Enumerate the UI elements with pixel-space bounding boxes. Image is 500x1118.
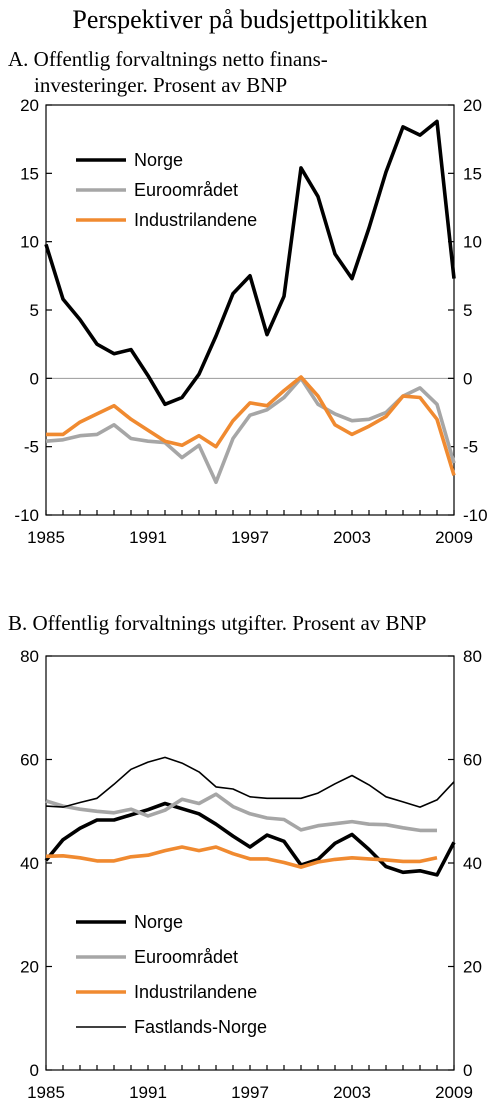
a-ytick-label-right: 20	[463, 96, 482, 115]
a-ytick-label-right: 10	[463, 233, 482, 252]
panel-a: A. Offentlig forvaltnings netto finans- …	[8, 47, 488, 547]
b-legend-label: Industrilandene	[134, 982, 257, 1002]
b-legend-label: Norge	[134, 912, 183, 932]
b-series-line-1	[44, 801, 456, 877]
b-ytick-label-left: 0	[30, 1061, 39, 1080]
a-ytick-label-right: 15	[463, 164, 482, 183]
b-ytick-label-right: 20	[463, 958, 482, 977]
a-xtick-label: 2003	[333, 528, 371, 547]
panel-a-title: A. Offentlig forvaltnings netto finans-	[8, 47, 328, 71]
a-xtick-label: 1985	[27, 528, 65, 547]
a-ytick-label-left: 20	[20, 96, 39, 115]
b-ytick-label-left: 80	[20, 647, 39, 666]
a-series-line-3	[46, 375, 456, 476]
b-ytick-label-right: 80	[463, 647, 482, 666]
b-ytick-label-right: 40	[463, 854, 482, 873]
panel-b-title: B. Offentlig forvaltnings utgifter. Pros…	[8, 611, 426, 635]
b-legend-label: Euroområdet	[134, 947, 238, 967]
b-ytick-label-left: 60	[20, 751, 39, 770]
a-series-line-2	[45, 376, 456, 485]
a-plot-frame	[45, 104, 455, 516]
b-xtick-label: 2009	[435, 1083, 473, 1102]
a-ytick-label-left: -5	[24, 438, 39, 457]
a-legend-label: Euroområdet	[134, 180, 238, 200]
b-plot-frame	[45, 655, 455, 1071]
b-ytick-label-right: 60	[463, 751, 482, 770]
a-legend-label: Industrilandene	[134, 210, 257, 230]
b-ytick-label-left: 20	[20, 958, 39, 977]
panel-b: B. Offentlig forvaltnings utgifter. Pros…	[8, 611, 482, 1102]
b-ytick-label-right: 0	[463, 1061, 472, 1080]
a-xtick-label: 2009	[435, 528, 473, 547]
b-legend-label: Fastlands-Norge	[134, 1017, 267, 1037]
a-series-line-1	[44, 119, 456, 407]
page-title: Perspektiver på budsjettpolitikken	[72, 5, 427, 34]
a-ytick-label-left: 0	[30, 369, 39, 388]
b-series-line-2	[45, 792, 437, 833]
a-ytick-label-left: 15	[20, 164, 39, 183]
a-xtick-label: 1991	[129, 528, 167, 547]
b-xtick-label: 2003	[333, 1083, 371, 1102]
a-ytick-label-right: 0	[463, 369, 472, 388]
b-series-line-4	[45, 756, 455, 808]
a-ytick-label-left: -10	[14, 506, 39, 525]
a-ytick-label-left: 10	[20, 233, 39, 252]
b-series-line-3	[45, 845, 438, 869]
a-ytick-label-right: 5	[463, 301, 472, 320]
b-xtick-label: 1997	[231, 1083, 269, 1102]
b-ytick-label-left: 40	[20, 854, 39, 873]
b-xtick-label: 1991	[129, 1083, 167, 1102]
a-legend-label: Norge	[134, 150, 183, 170]
b-xtick-label: 1985	[27, 1083, 65, 1102]
panel-a-title-line2: investeringer. Prosent av BNP	[34, 73, 287, 97]
a-ytick-label-right: -5	[463, 438, 478, 457]
a-ytick-label-right: -10	[463, 506, 488, 525]
a-ytick-label-left: 5	[30, 301, 39, 320]
a-xtick-label: 1997	[231, 528, 269, 547]
